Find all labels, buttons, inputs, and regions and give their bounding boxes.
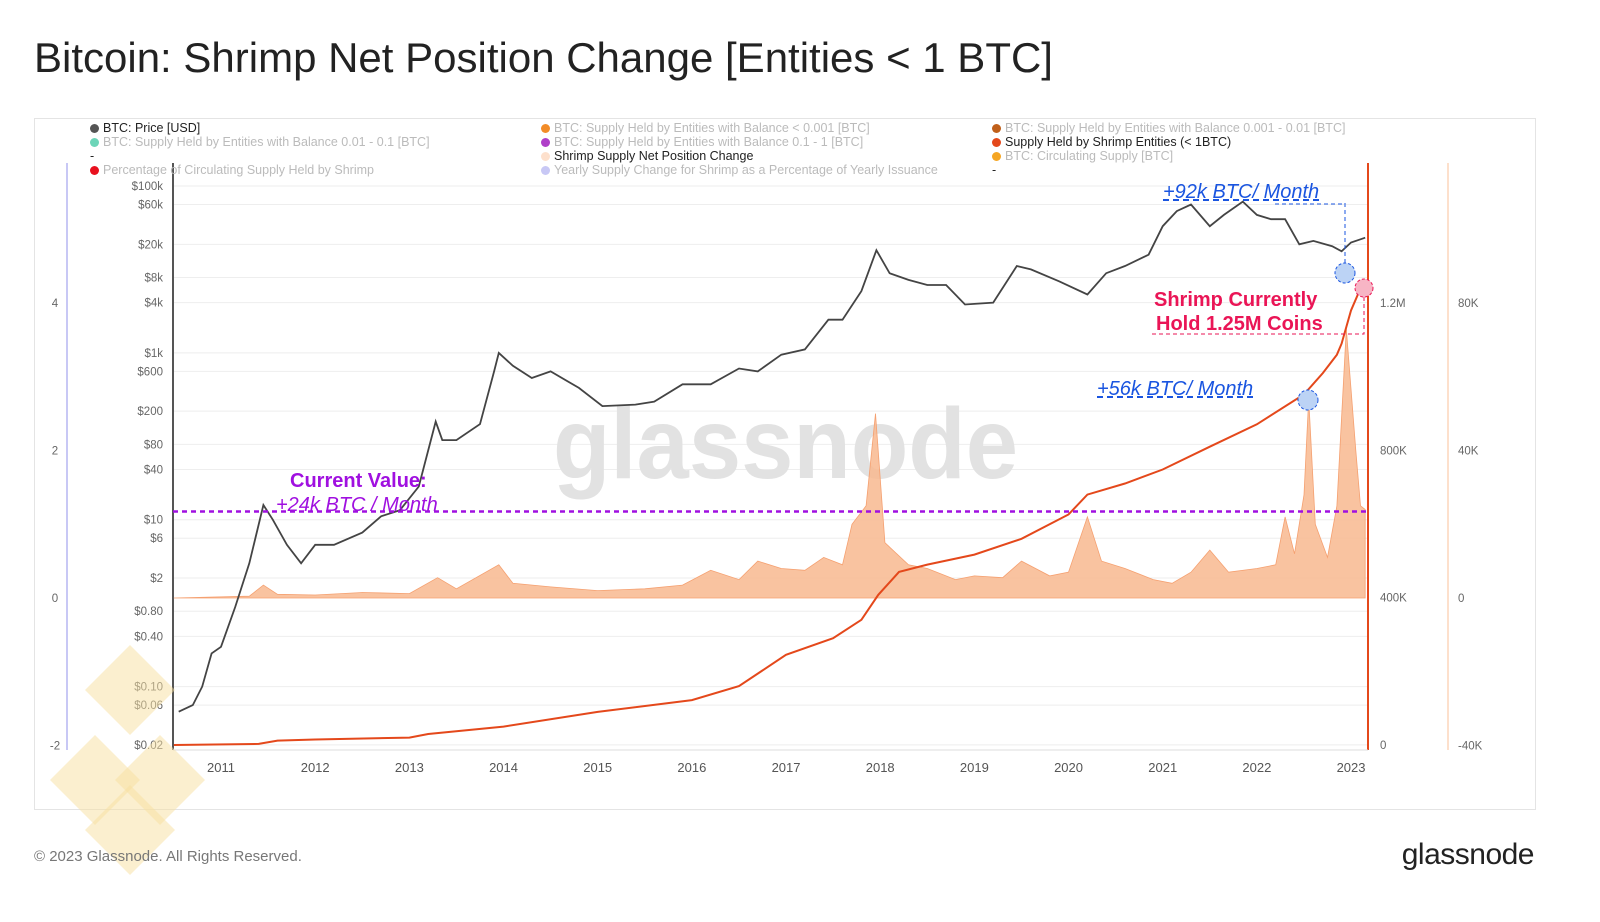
legend-item[interactable]: BTC: Supply Held by Entities with Balanc…	[90, 135, 430, 149]
price-tick-label: $8k	[144, 273, 163, 285]
page-title: Bitcoin: Shrimp Net Position Change [Ent…	[34, 34, 1053, 81]
leader-92k	[1275, 202, 1346, 263]
net-tick-label: 40K	[1458, 446, 1479, 458]
net-tick-label: 80K	[1458, 298, 1479, 310]
logo-diamond-icon	[85, 785, 175, 875]
legend-label: BTC: Supply Held by Entities with Balanc…	[554, 121, 870, 135]
price-tick-label: $100k	[132, 181, 164, 193]
x-tick-label: 2018	[866, 760, 895, 775]
price-tick-label: $60k	[138, 200, 163, 212]
legend-item[interactable]: Supply Held by Shrimp Entities (< 1BTC)	[992, 135, 1231, 149]
legend-label: BTC: Circulating Supply [BTC]	[1005, 149, 1174, 163]
price-tick-label: $2	[150, 573, 163, 585]
legend-dot-icon	[90, 166, 99, 175]
legend-item[interactable]: -	[992, 163, 996, 177]
net-tick-label: 0	[1458, 593, 1464, 605]
legend-label: BTC: Supply Held by Entities with Balanc…	[554, 135, 864, 149]
x-tick-label: 2015	[583, 760, 612, 775]
x-tick-label: 2020	[1054, 760, 1083, 775]
legend-label: Supply Held by Shrimp Entities (< 1BTC)	[1005, 135, 1232, 149]
legend-item[interactable]: Yearly Supply Change for Shrimp as a Per…	[541, 163, 938, 177]
net-tick-label: -40K	[1458, 741, 1483, 753]
x-tick-label: 2012	[301, 760, 330, 775]
legend-dot-icon	[992, 124, 1001, 133]
price-tick-label: $4k	[144, 298, 163, 310]
x-tick-label: 2022	[1242, 760, 1271, 775]
supply-tick-label: 800K	[1380, 445, 1407, 457]
legend-item[interactable]: BTC: Circulating Supply [BTC]	[992, 149, 1173, 163]
price-tick-label: $0.80	[134, 606, 163, 618]
annotation-peak-56k: +56k BTC/ Month	[1097, 378, 1254, 400]
legend-dot-icon	[541, 124, 550, 133]
legend-label: BTC: Supply Held by Entities with Balanc…	[103, 135, 430, 149]
left-tick-label: 4	[52, 298, 59, 310]
supply-tick-label: 400K	[1380, 593, 1407, 605]
legend-dot-icon	[90, 138, 99, 147]
shrimp-supply-line	[173, 283, 1366, 746]
legend-dot-icon	[541, 152, 550, 161]
marker-1.25m	[1354, 278, 1374, 298]
legend-dot-icon	[992, 152, 1001, 161]
logo-diamond-icon	[85, 645, 175, 735]
left-tick-label: 0	[52, 593, 58, 605]
leader-1.25m	[1152, 297, 1365, 335]
annotation-current-value: +24k BTC / Month	[276, 494, 438, 516]
legend-dot-icon	[541, 166, 550, 175]
annotation-hold-line1: Shrimp Currently	[1154, 289, 1318, 311]
x-tick-label: 2016	[677, 760, 706, 775]
legend-item[interactable]: BTC: Price [USD]	[90, 121, 200, 135]
watermark: glassnode	[553, 388, 1018, 500]
legend-item[interactable]: -	[90, 149, 94, 163]
legend-item[interactable]: Percentage of Circulating Supply Held by…	[90, 163, 374, 177]
legend-item[interactable]: BTC: Supply Held by Entities with Balanc…	[541, 121, 870, 135]
left-tick-label: 2	[52, 446, 58, 458]
price-tick-label: $20k	[138, 239, 163, 251]
x-tick-label: 2014	[489, 760, 518, 775]
supply-tick-label: 0	[1380, 740, 1386, 752]
x-tick-label: 2017	[772, 760, 801, 775]
copyright: © 2023 Glassnode. All Rights Reserved.	[34, 848, 302, 865]
x-tick-label: 2013	[395, 760, 424, 775]
price-tick-label: $80	[144, 439, 163, 451]
price-tick-label: $6	[150, 533, 163, 545]
legend-label: -	[992, 163, 997, 177]
net-position-change-area	[173, 328, 1366, 599]
legend-dot-icon	[541, 138, 550, 147]
price-tick-label: $600	[137, 366, 163, 378]
price-tick-label: $10	[144, 515, 163, 527]
legend-item[interactable]: Shrimp Supply Net Position Change	[541, 149, 753, 163]
legend-dot-icon	[992, 138, 1001, 147]
legend-label: Percentage of Circulating Supply Held by…	[103, 163, 374, 177]
supply-tick-label: 1.2M	[1380, 298, 1406, 310]
legend-label: BTC: Supply Held by Entities with Balanc…	[1005, 121, 1346, 135]
annotation-peak-92k: +92k BTC/ Month	[1163, 181, 1320, 203]
legend-label: -	[90, 149, 95, 163]
marker-56k	[1297, 389, 1319, 411]
x-tick-label: 2011	[207, 760, 235, 775]
legend-item[interactable]: BTC: Supply Held by Entities with Balanc…	[992, 121, 1345, 135]
price-tick-label: $0.40	[134, 631, 163, 643]
price-tick-label: $1k	[144, 348, 163, 360]
price-tick-label: $200	[137, 406, 163, 418]
legend-item[interactable]: BTC: Supply Held by Entities with Balanc…	[541, 135, 863, 149]
legend-label: Yearly Supply Change for Shrimp as a Per…	[554, 163, 938, 177]
legend-label: BTC: Price [USD]	[103, 121, 201, 135]
annotation-hold-line2: Hold 1.25M Coins	[1156, 313, 1323, 335]
x-tick-label: 2021	[1148, 760, 1177, 775]
x-tick-label: 2019	[960, 760, 989, 775]
annotation-current-label: Current Value:	[290, 470, 427, 492]
legend-dot-icon	[90, 124, 99, 133]
price-tick-label: $40	[144, 464, 163, 476]
legend-label: Shrimp Supply Net Position Change	[554, 149, 754, 163]
price-line	[178, 200, 1366, 713]
brand-logo: glassnode	[1401, 838, 1535, 871]
left-tick-label: -2	[50, 741, 60, 753]
marker-92k	[1334, 262, 1356, 284]
chart-card	[34, 118, 1536, 810]
x-tick-label: 2023	[1337, 760, 1366, 775]
